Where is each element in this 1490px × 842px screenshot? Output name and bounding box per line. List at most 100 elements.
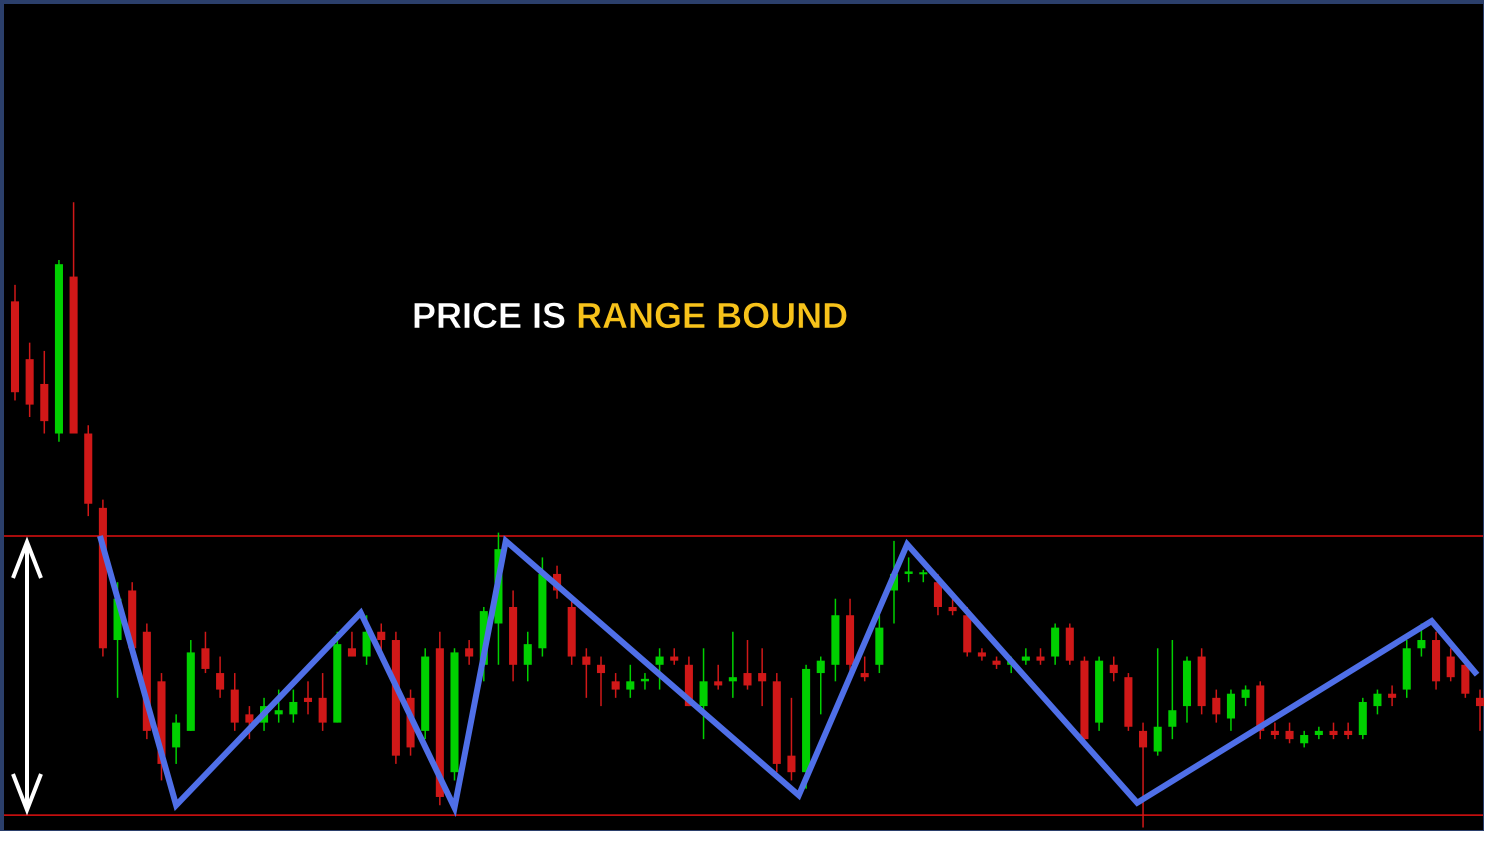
candle-body bbox=[1270, 730, 1279, 736]
candle-body bbox=[963, 615, 972, 653]
candle-body bbox=[596, 664, 606, 674]
candle-body bbox=[626, 681, 635, 690]
candle-body bbox=[1475, 697, 1485, 707]
candle-body bbox=[802, 668, 811, 773]
candle-body bbox=[538, 573, 547, 649]
candle-body bbox=[1402, 648, 1411, 690]
candle-body bbox=[948, 606, 957, 612]
candle-body bbox=[479, 611, 488, 665]
candle-body bbox=[977, 652, 986, 657]
candle-body bbox=[670, 656, 679, 661]
candle-body bbox=[1168, 710, 1177, 727]
candle-body bbox=[1197, 656, 1206, 707]
candle-body bbox=[640, 678, 649, 682]
candle-body bbox=[274, 710, 283, 715]
candle-body bbox=[816, 660, 825, 674]
candle-body bbox=[1021, 656, 1030, 661]
candle-body bbox=[904, 571, 913, 574]
candle-body bbox=[1212, 697, 1221, 715]
candle-body bbox=[846, 615, 855, 665]
candle-body bbox=[245, 714, 254, 723]
candle-body bbox=[1432, 640, 1441, 682]
candle-body bbox=[1153, 726, 1162, 752]
candle-body bbox=[728, 677, 737, 682]
candle-body bbox=[787, 755, 796, 773]
candle-body bbox=[450, 652, 459, 773]
candle-body bbox=[347, 648, 356, 657]
candle-body bbox=[1446, 656, 1455, 678]
marks bbox=[4, 202, 1485, 828]
candle-body bbox=[142, 631, 151, 731]
candle-body bbox=[611, 681, 620, 690]
candle-body bbox=[1300, 735, 1309, 744]
candle-body bbox=[992, 660, 1001, 665]
candle-body bbox=[421, 656, 430, 731]
candle-body bbox=[1080, 660, 1089, 740]
candle-body bbox=[1329, 730, 1338, 736]
candle-body bbox=[684, 664, 693, 707]
plot-area bbox=[4, 4, 1483, 830]
candle-body bbox=[1461, 664, 1470, 694]
candle-body bbox=[113, 598, 122, 641]
candle-body bbox=[1314, 730, 1323, 736]
candle-body bbox=[523, 644, 532, 665]
candle-body bbox=[1124, 677, 1133, 727]
candle-body bbox=[1417, 640, 1426, 649]
candle-body bbox=[128, 590, 137, 649]
candle-body bbox=[465, 648, 474, 657]
candle-body bbox=[567, 606, 576, 657]
annotation-part: RANGE BOUND bbox=[576, 295, 848, 336]
candle-body bbox=[230, 689, 239, 723]
candle-body bbox=[84, 433, 93, 504]
candle-body bbox=[875, 627, 884, 665]
candle-body bbox=[743, 673, 752, 686]
candle-body bbox=[1388, 693, 1397, 698]
candle-body bbox=[25, 359, 34, 405]
candle-body bbox=[435, 648, 444, 797]
candle-body bbox=[699, 681, 708, 707]
candle-body bbox=[860, 673, 869, 678]
candle-body bbox=[919, 572, 928, 575]
candle-body bbox=[333, 644, 342, 723]
candle-body bbox=[933, 582, 942, 607]
candle-body bbox=[362, 631, 371, 657]
candle-body bbox=[509, 606, 518, 665]
candle-body bbox=[1358, 701, 1367, 736]
candle-body bbox=[40, 383, 49, 422]
candle-body bbox=[1226, 693, 1235, 719]
candle-body bbox=[289, 701, 298, 715]
candle-body bbox=[772, 681, 781, 764]
candle-body bbox=[69, 276, 78, 434]
candle-body bbox=[377, 631, 386, 641]
candle-body bbox=[1344, 730, 1353, 736]
candle-body bbox=[655, 656, 664, 665]
candle-body bbox=[831, 615, 840, 665]
annotation-part: PRICE IS bbox=[412, 295, 566, 336]
candle-body bbox=[1256, 685, 1265, 731]
candle-body bbox=[98, 507, 107, 649]
candle-body bbox=[201, 648, 210, 669]
candle-body bbox=[1139, 730, 1148, 748]
candle-body bbox=[172, 722, 181, 748]
candle-body bbox=[186, 652, 195, 731]
candle-body bbox=[1285, 730, 1294, 740]
candle-body bbox=[1241, 689, 1250, 698]
range-arrow bbox=[11, 536, 43, 816]
candle-body bbox=[714, 681, 723, 686]
candle-body bbox=[1182, 660, 1192, 707]
candle-body bbox=[157, 681, 166, 764]
candle-body bbox=[1095, 660, 1104, 723]
candle-body bbox=[303, 697, 313, 702]
annotation: PRICE IS RANGE BOUND bbox=[412, 295, 848, 336]
candle-body bbox=[582, 656, 591, 665]
candle-body bbox=[758, 673, 767, 682]
candle-body bbox=[54, 264, 63, 434]
candle-body bbox=[318, 697, 327, 723]
zigzag-line bbox=[97, 535, 1480, 818]
candle-body bbox=[1065, 627, 1074, 661]
candle-body bbox=[1051, 627, 1060, 657]
candle-body bbox=[1109, 664, 1118, 674]
candle-body bbox=[1373, 693, 1382, 707]
